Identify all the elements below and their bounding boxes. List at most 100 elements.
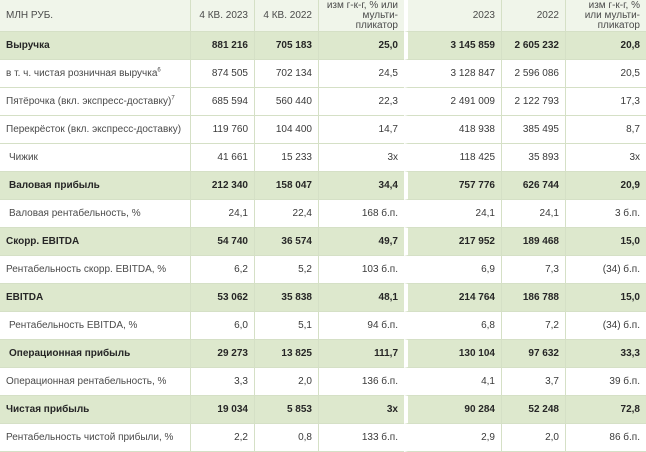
cell-q4-2023: 6,2 [190,256,254,284]
table-row-ebitda-margin: Рентабельность EBITDA, % 6,0 5,1 94 б.п.… [0,312,646,340]
cell-q4-2023: 2,2 [190,424,254,452]
row-label: Выручка [0,32,190,60]
cell-y2022: 385 495 [501,116,565,144]
row-label: Операционная рентабельность, % [0,368,190,396]
table-row-adj-ebitda: Скорр. EBITDA 54 740 36 574 49,7 217 952… [0,228,646,256]
cell-y2023: 90 284 [404,396,501,424]
cell-y-change: (34) б.п. [565,312,646,340]
cell-q4-2022: 22,4 [254,200,318,228]
row-label: Рентабельность чистой прибыли, % [0,424,190,452]
cell-y2023: 2 491 009 [404,88,501,116]
cell-y-change: 3x [565,144,646,172]
table-row-net-margin: Рентабельность чистой прибыли, % 2,2 0,8… [0,424,646,452]
cell-y-change: 20,5 [565,60,646,88]
cell-q4-2023: 53 062 [190,284,254,312]
cell-q4-2022: 2,0 [254,368,318,396]
cell-y2022: 52 248 [501,396,565,424]
cell-q-change: 103 б.п. [318,256,404,284]
cell-y2022: 186 788 [501,284,565,312]
cell-y-change: 20,9 [565,172,646,200]
cell-q-change: 25,0 [318,32,404,60]
table-row-net-retail-revenue: в т. ч. чистая розничная выручка6 874 50… [0,60,646,88]
row-label: Чистая прибыль [0,396,190,424]
cell-y-change: 17,3 [565,88,646,116]
cell-y2022: 626 744 [501,172,565,200]
cell-q4-2022: 13 825 [254,340,318,368]
cell-y2022: 189 468 [501,228,565,256]
table-row-operating-profit: Операционная прибыль 29 273 13 825 111,7… [0,340,646,368]
row-label: Валовая прибыль [0,172,190,200]
cell-q-change: 3x [318,144,404,172]
cell-y2022: 24,1 [501,200,565,228]
cell-q4-2022: 5,1 [254,312,318,340]
cell-q4-2022: 158 047 [254,172,318,200]
footnote-mark: 7 [171,95,175,102]
cell-y2022: 7,2 [501,312,565,340]
cell-y-change: 15,0 [565,228,646,256]
cell-q4-2023: 19 034 [190,396,254,424]
row-label: Скорр. EBITDA [0,228,190,256]
cell-q-change: 34,4 [318,172,404,200]
cell-y2023: 118 425 [404,144,501,172]
table-row-chizhik: Чижик 41 661 15 233 3x 118 425 35 893 3x [0,144,646,172]
table-row-pyaterochka: Пятёрочка (вкл. экспресс-доставку)7 685 … [0,88,646,116]
cell-y2022: 2 605 232 [501,32,565,60]
cell-q4-2023: 119 760 [190,116,254,144]
cell-y2023: 2,9 [404,424,501,452]
cell-y-change: 86 б.п. [565,424,646,452]
cell-q-change: 133 б.п. [318,424,404,452]
table-row-revenue: Выручка 881 216 705 183 25,0 3 145 859 2… [0,32,646,60]
cell-q-change: 168 б.п. [318,200,404,228]
cell-q4-2023: 29 273 [190,340,254,368]
cell-q4-2023: 6,0 [190,312,254,340]
cell-y2022: 97 632 [501,340,565,368]
cell-q4-2022: 5 853 [254,396,318,424]
cell-y2023: 24,1 [404,200,501,228]
cell-q4-2022: 35 838 [254,284,318,312]
row-label: в т. ч. чистая розничная выручка6 [0,60,190,88]
cell-q-change: 22,3 [318,88,404,116]
header-q4-2022: 4 КВ. 2022 [254,0,318,32]
cell-q4-2023: 54 740 [190,228,254,256]
cell-q4-2023: 41 661 [190,144,254,172]
footnote-mark: 6 [157,67,161,74]
row-label: Чижик [0,144,190,172]
cell-y2023: 3 128 847 [404,60,501,88]
table-row-operating-margin: Операционная рентабельность, % 3,3 2,0 1… [0,368,646,396]
cell-q-change: 24,5 [318,60,404,88]
cell-q4-2022: 560 440 [254,88,318,116]
cell-y2023: 418 938 [404,116,501,144]
cell-q4-2022: 0,8 [254,424,318,452]
cell-q-change: 48,1 [318,284,404,312]
header-units: МЛН РУБ. [0,0,190,32]
header-q-change: изм г-к-г, % или мульти- пликатор [318,0,404,32]
cell-y2022: 3,7 [501,368,565,396]
table-row-net-profit: Чистая прибыль 19 034 5 853 3x 90 284 52… [0,396,646,424]
table-row-ebitda: EBITDA 53 062 35 838 48,1 214 764 186 78… [0,284,646,312]
cell-y2022: 2 122 793 [501,88,565,116]
table-row-perekrestok: Перекрёсток (вкл. экспресс-доставку) 119… [0,116,646,144]
cell-y2022: 7,3 [501,256,565,284]
cell-y2023: 6,9 [404,256,501,284]
cell-y2023: 3 145 859 [404,32,501,60]
cell-y-change: 3 б.п. [565,200,646,228]
cell-y-change: 8,7 [565,116,646,144]
cell-q-change: 49,7 [318,228,404,256]
cell-q-change: 14,7 [318,116,404,144]
cell-q4-2022: 5,2 [254,256,318,284]
cell-y2023: 6,8 [404,312,501,340]
cell-y2023: 757 776 [404,172,501,200]
cell-y-change: 20,8 [565,32,646,60]
cell-q4-2023: 24,1 [190,200,254,228]
cell-y2022: 35 893 [501,144,565,172]
header-q4-2023: 4 КВ. 2023 [190,0,254,32]
row-label: Рентабельность EBITDA, % [0,312,190,340]
row-label: Валовая рентабельность, % [0,200,190,228]
cell-q-change: 3x [318,396,404,424]
row-label: Пятёрочка (вкл. экспресс-доставку)7 [0,88,190,116]
cell-q-change: 111,7 [318,340,404,368]
cell-y-change: (34) б.п. [565,256,646,284]
header-y2022: 2022 [501,0,565,32]
cell-q4-2023: 212 340 [190,172,254,200]
cell-y2022: 2 596 086 [501,60,565,88]
